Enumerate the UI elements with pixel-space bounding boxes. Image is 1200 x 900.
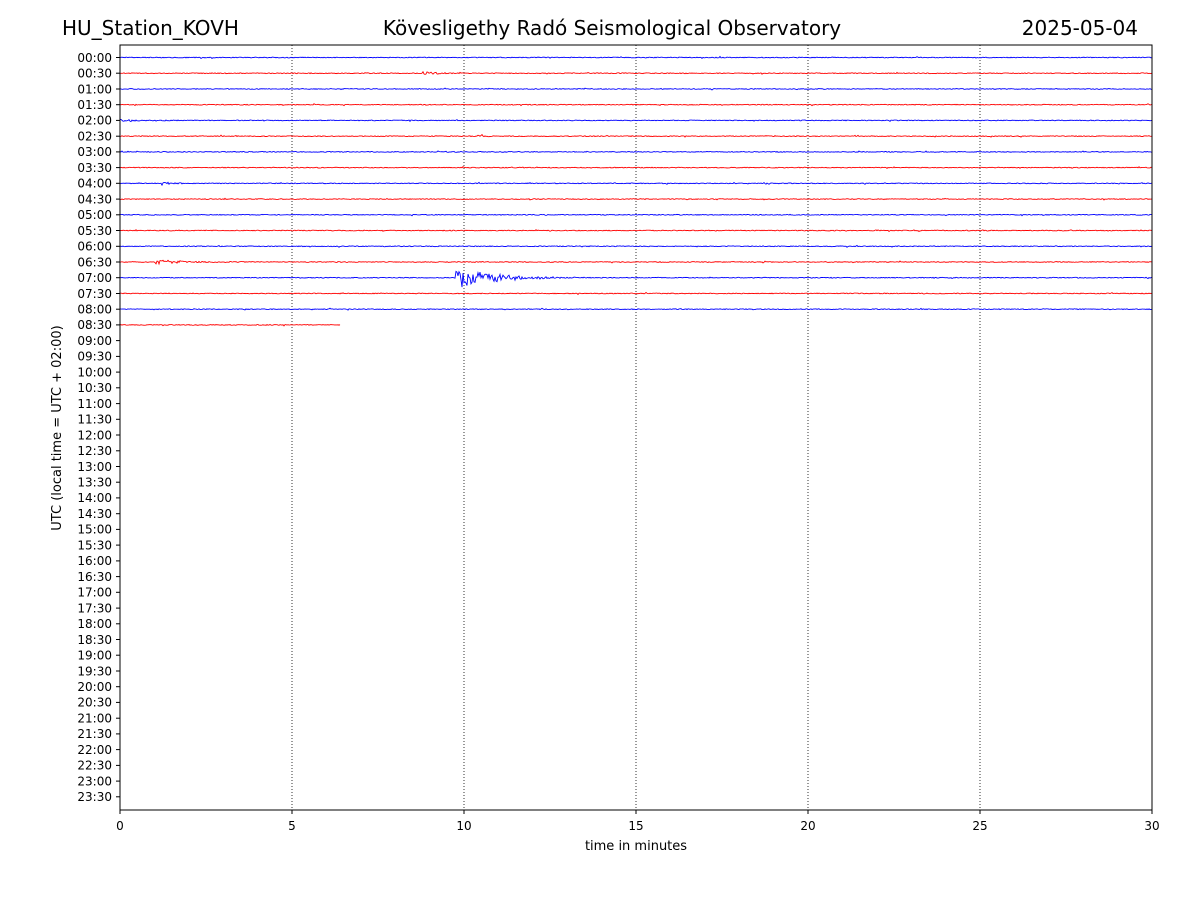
ytick-label-1000: 10:00 xyxy=(77,365,112,379)
ytick-label-0200: 02:00 xyxy=(77,114,112,128)
ytick-label-0300: 03:00 xyxy=(77,145,112,159)
xtick-label-30: 30 xyxy=(1144,819,1159,833)
xtick-label-25: 25 xyxy=(972,819,987,833)
ytick-label-1200: 12:00 xyxy=(77,428,112,442)
observatory-title: Kövesligethy Radó Seismological Observat… xyxy=(383,16,841,40)
ytick-label-2230: 22:30 xyxy=(77,759,112,773)
ytick-label-1100: 11:00 xyxy=(77,397,112,411)
ytick-label-2200: 22:00 xyxy=(77,743,112,757)
trace-0230 xyxy=(119,133,1153,138)
ytick-label-1700: 17:00 xyxy=(77,586,112,600)
ytick-label-2000: 20:00 xyxy=(77,680,112,694)
ytick-label-0830: 08:30 xyxy=(77,318,112,332)
trace-0000 xyxy=(119,55,1153,60)
trace-0830 xyxy=(119,323,341,327)
ytick-label-0900: 09:00 xyxy=(77,334,112,348)
ytick-label-1430: 14:30 xyxy=(77,507,112,521)
ytick-label-1630: 16:30 xyxy=(77,570,112,584)
x-axis-ticks: 0 5 10 15 20 25 30 xyxy=(116,810,1160,833)
ytick-label-0100: 01:00 xyxy=(77,82,112,96)
xtick-label-5: 5 xyxy=(288,819,296,833)
ytick-label-0630: 06:30 xyxy=(77,255,112,269)
ytick-label-0800: 08:00 xyxy=(77,303,112,317)
ytick-label-2300: 23:00 xyxy=(77,774,112,788)
ytick-label-1300: 13:00 xyxy=(77,460,112,474)
trace-0330 xyxy=(119,166,1153,170)
ytick-label-0600: 06:00 xyxy=(77,240,112,254)
trace-0500 xyxy=(119,213,1153,217)
trace-0800 xyxy=(119,307,1153,311)
trace-0100 xyxy=(119,87,1153,91)
ytick-label-0130: 01:30 xyxy=(77,98,112,112)
ytick-label-0030: 00:30 xyxy=(77,67,112,81)
ytick-label-2330: 23:30 xyxy=(77,790,112,804)
ytick-label-1500: 15:00 xyxy=(77,523,112,537)
xtick-label-10: 10 xyxy=(456,819,471,833)
vertical-gridlines xyxy=(291,45,981,810)
trace-0430 xyxy=(119,197,1153,201)
trace-0730 xyxy=(119,291,1153,296)
ytick-label-0430: 04:30 xyxy=(77,192,112,206)
trace-0200 xyxy=(119,118,1153,123)
seismogram-traces xyxy=(119,55,1153,327)
ytick-label-1130: 11:30 xyxy=(77,413,112,427)
ytick-label-1930: 19:30 xyxy=(77,664,112,678)
ytick-label-1030: 10:30 xyxy=(77,381,112,395)
ytick-label-0000: 00:00 xyxy=(77,51,112,65)
xtick-label-20: 20 xyxy=(800,819,815,833)
ytick-label-1530: 15:30 xyxy=(77,538,112,552)
ytick-label-0730: 07:30 xyxy=(77,287,112,301)
ytick-label-1330: 13:30 xyxy=(77,476,112,490)
ytick-label-1400: 14:00 xyxy=(77,491,112,505)
ytick-label-0330: 03:30 xyxy=(77,161,112,175)
trace-0530 xyxy=(119,228,1153,233)
trace-0300 xyxy=(119,150,1153,153)
ytick-label-1900: 19:00 xyxy=(77,649,112,663)
ytick-label-2130: 21:30 xyxy=(77,727,112,741)
xtick-label-0: 0 xyxy=(116,819,124,833)
ytick-label-0500: 05:00 xyxy=(77,208,112,222)
ytick-label-1230: 12:30 xyxy=(77,444,112,458)
y-axis-label: UTC (local time = UTC + 02:00) xyxy=(50,325,65,530)
ytick-label-0530: 05:30 xyxy=(77,224,112,238)
ytick-label-1730: 17:30 xyxy=(77,601,112,615)
ytick-label-0400: 04:00 xyxy=(77,177,112,191)
ytick-label-1600: 16:00 xyxy=(77,554,112,568)
ytick-label-1800: 18:00 xyxy=(77,617,112,631)
ytick-label-1830: 18:30 xyxy=(77,633,112,647)
trace-0030 xyxy=(119,70,1153,75)
record-date: 2025-05-04 xyxy=(1022,16,1138,40)
ytick-label-2100: 21:00 xyxy=(77,712,112,726)
x-axis-label: time in minutes xyxy=(585,839,687,854)
xtick-label-15: 15 xyxy=(628,819,643,833)
trace-0700 xyxy=(119,270,1153,288)
ytick-label-2030: 20:30 xyxy=(77,696,112,710)
trace-0400 xyxy=(119,181,1153,187)
station-name: HU_Station_KOVH xyxy=(62,16,239,40)
ytick-label-0700: 07:00 xyxy=(77,271,112,285)
ytick-label-0930: 09:30 xyxy=(77,350,112,364)
trace-0600 xyxy=(119,244,1153,248)
trace-0130 xyxy=(119,103,1153,107)
ytick-label-0230: 02:30 xyxy=(77,130,112,144)
trace-0630 xyxy=(119,259,1153,266)
